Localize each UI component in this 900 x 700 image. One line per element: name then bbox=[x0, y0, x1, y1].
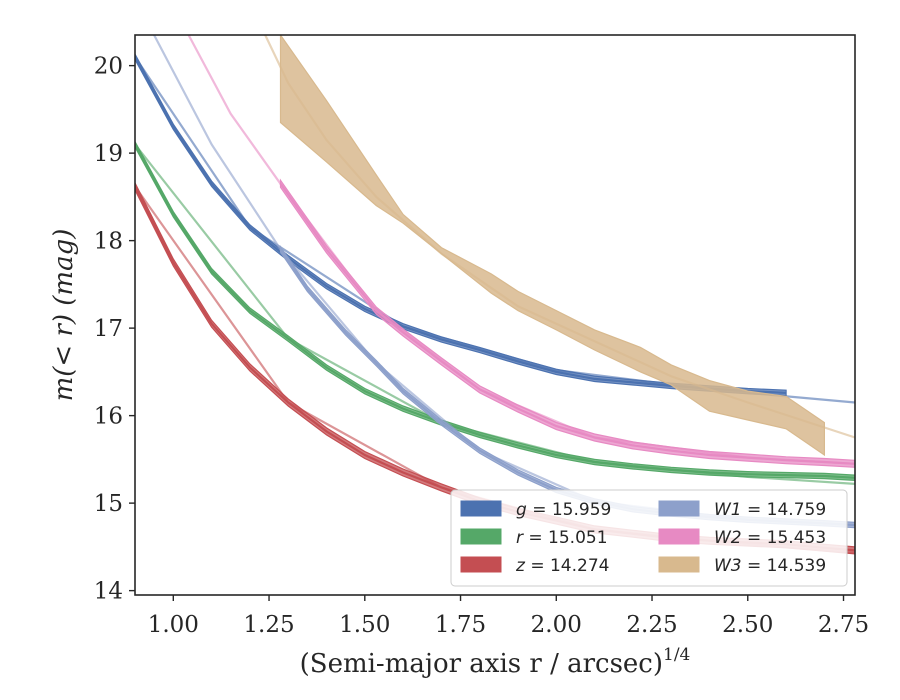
legend-label-z: z = 14.274 bbox=[515, 556, 609, 576]
y-tick-label: 14 bbox=[94, 579, 123, 605]
model-curve-w3 bbox=[264, 35, 855, 439]
uncertainty-band-z bbox=[135, 182, 855, 555]
legend-frame bbox=[450, 489, 848, 587]
x-tick-label: 2.75 bbox=[818, 612, 869, 638]
profile-line-w1 bbox=[279, 248, 855, 527]
legend-label-r: r = 15.051 bbox=[516, 528, 608, 548]
x-tick-label: 2.50 bbox=[722, 612, 773, 638]
x-tick-label: 2.25 bbox=[626, 612, 677, 638]
plot-frame bbox=[134, 34, 856, 596]
x-tick-label: 1.00 bbox=[148, 612, 199, 638]
x-axis-title-text: (Semi-major axis r / arcsec) bbox=[300, 649, 663, 679]
legend-label-w1: W1 = 14.759 bbox=[714, 500, 826, 520]
legend-swatch-w2 bbox=[658, 528, 700, 545]
y-tick-label: 16 bbox=[94, 404, 123, 430]
legend-swatch-w3 bbox=[658, 556, 700, 573]
data-marks bbox=[135, 35, 855, 555]
y-tick-label: 18 bbox=[94, 229, 123, 255]
y-tick-label: 15 bbox=[94, 491, 123, 517]
legend-label-w3: W3 = 14.539 bbox=[714, 556, 826, 576]
legend-label-g: g = 15.959 bbox=[516, 500, 611, 520]
x-tick-label: 1.50 bbox=[339, 612, 390, 638]
y-tick-label: 20 bbox=[94, 54, 123, 80]
x-tick-label: 2.00 bbox=[531, 612, 582, 638]
uncertainty-band-w3 bbox=[279, 35, 826, 457]
uncertainty-band-w2 bbox=[279, 178, 855, 468]
y-tick-label: 17 bbox=[94, 316, 123, 342]
uncertainty-band-g bbox=[135, 53, 787, 397]
y-tick-label: 19 bbox=[94, 141, 123, 167]
model-curve-r bbox=[135, 143, 855, 485]
axis-ticks: 1.00 1.25 1.50 1.75 2.00 2.25 2.50 2.75 14 15 16 17… bbox=[94, 54, 869, 638]
model-curve-w1 bbox=[153, 35, 855, 527]
legend-swatch-g bbox=[460, 500, 502, 517]
x-tick-label: 1.25 bbox=[243, 612, 294, 638]
legend-swatch-z bbox=[460, 556, 502, 573]
legend-swatch-r bbox=[460, 528, 502, 545]
uncertainty-band-r bbox=[135, 141, 855, 482]
y-axis-title: m(< r) (mag) bbox=[49, 229, 79, 402]
legend: g = 15.959 r = 15.051 z = 14.274 W1 = 14.75… bbox=[450, 489, 848, 587]
x-axis-title: (Semi-major axis r / arcsec)1/4 bbox=[300, 645, 691, 679]
legend-label-w2: W2 = 15.453 bbox=[714, 528, 826, 548]
profile-line-w2 bbox=[279, 183, 855, 465]
legend-swatch-w1 bbox=[658, 500, 700, 517]
model-curve-g bbox=[135, 56, 855, 404]
profile-line-r bbox=[135, 143, 855, 479]
uncertainty-band-w1 bbox=[279, 244, 855, 529]
x-tick-label: 1.75 bbox=[435, 612, 486, 638]
x-axis-title-exponent: 1/4 bbox=[663, 645, 690, 665]
